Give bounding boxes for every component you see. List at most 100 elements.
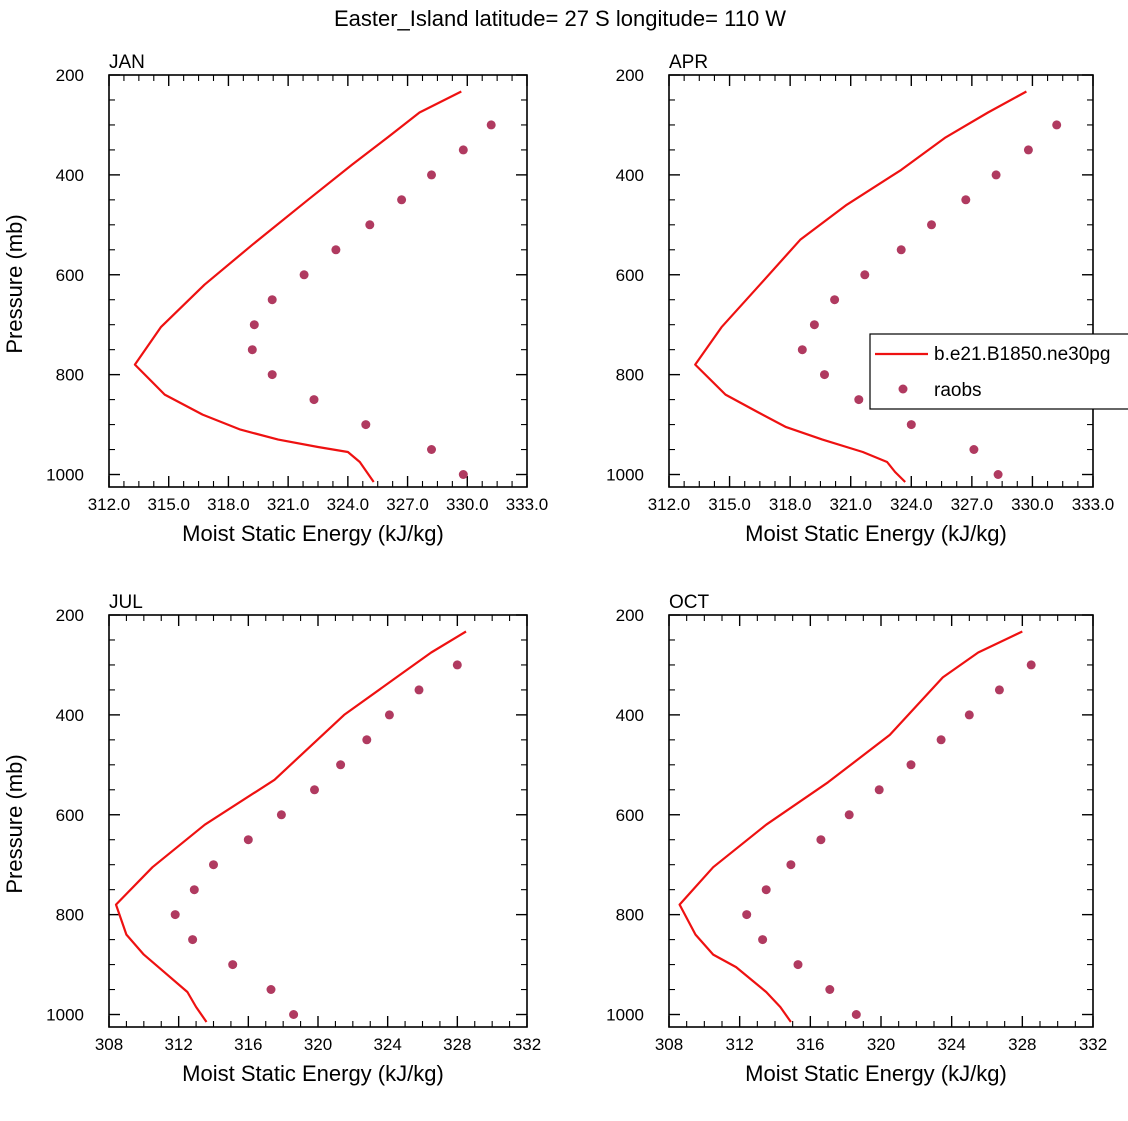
obs-point [310,785,319,795]
y-tick-label: 400 [56,166,84,185]
panel-label: JAN [109,52,145,73]
obs-point [228,960,238,970]
legend-label-model: b.e21.B1850.ne30pg [934,344,1110,365]
obs-point [365,220,375,230]
obs-point [906,420,916,430]
x-tick-label: 321.0 [267,495,310,514]
x-tick-label: 321.0 [829,495,872,514]
obs-point [793,960,803,970]
obs-point [964,710,974,720]
obs-point [936,735,946,745]
x-tick-label: 330.0 [1011,495,1054,514]
x-tick-label: 308 [655,1035,683,1054]
obs-point [188,935,198,945]
obs-point [1052,120,1062,130]
series-line-model [114,630,467,1023]
obs-point [820,370,829,380]
obs-point [276,810,286,820]
x-tick-label: 318.0 [207,495,250,514]
x-axis-title: Moist Static Energy (kJ/kg) [745,1061,1007,1086]
obs-point [844,810,854,820]
obs-point [758,935,768,945]
x-tick-label: 332 [1079,1035,1107,1054]
y-tick-label: 200 [56,66,84,85]
obs-point [384,710,394,720]
x-tick-label: 316 [234,1035,262,1054]
x-tick-label: 328 [443,1035,471,1054]
x-tick-label: 316 [796,1035,824,1054]
y-tick-label: 600 [616,266,644,285]
obs-point [825,985,835,994]
obs-point [786,860,796,870]
x-tick-label: 324 [937,1035,965,1054]
x-axis-title: Moist Static Energy (kJ/kg) [182,521,444,546]
obs-point [397,195,407,205]
plot-frame [108,74,528,488]
obs-point [830,295,840,305]
chart-panel-apr: APR 312.0 315.0 318.0 321.0 324.0 327.0 330.0 33… [606,52,1114,546]
series-line-model [133,90,462,483]
obs-point [452,660,462,670]
plot-frame [668,74,1094,488]
obs-point [797,345,807,355]
obs-point [761,885,771,895]
y-tick-label: 200 [616,606,644,625]
legend-label-obs: raobs [934,380,982,401]
x-axis-title: Moist Static Energy (kJ/kg) [745,521,1007,546]
y-tick-label: 200 [56,606,84,625]
y-tick-label: 600 [56,806,84,825]
obs-point [1023,145,1033,155]
y-tick-label: 600 [616,806,644,825]
y-tick-label: 800 [56,366,84,385]
chart-panel-jan: JAN 312.0 315.0 318.0 321.0 324.0 327.0 330.0 33… [2,52,548,546]
obs-point [299,270,309,280]
y-tick-label: 200 [616,66,644,85]
obs-point [1026,660,1036,670]
y-tick-label: 400 [616,706,644,725]
obs-point [309,395,319,405]
x-axis-title: Moist Static Energy (kJ/kg) [182,1061,444,1086]
obs-point [906,760,916,770]
obs-point [860,270,870,280]
obs-point [362,735,372,745]
y-axis-title: Pressure (mb) [2,214,27,353]
obs-point [874,785,884,795]
y-axis-title: Pressure (mb) [2,754,27,893]
obs-point [247,345,257,355]
obs-point [993,470,1003,479]
plot-frame [108,614,528,1028]
panel-label: JUL [109,592,143,613]
x-tick-label: 315.0 [147,495,190,514]
x-tick-label: 324.0 [890,495,933,514]
obs-point [189,885,199,895]
obs-point [249,320,259,330]
x-tick-label: 320 [304,1035,332,1054]
y-tick-label: 800 [56,906,84,925]
x-tick-label: 330.0 [446,495,489,514]
y-tick-label: 800 [616,906,644,925]
chart-panels: JAN 312.0 315.0 318.0 321.0 324.0 327.0 330.0 33… [2,52,1114,1086]
obs-point [458,470,468,479]
x-tick-label: 333.0 [1072,495,1115,514]
x-tick-label: 332 [513,1035,541,1054]
y-tick-label: 800 [616,366,644,385]
obs-point [969,445,979,454]
obs-point [427,445,436,454]
obs-point [361,420,371,430]
obs-point [816,835,826,845]
x-tick-label: 312 [164,1035,192,1054]
obs-point [994,685,1004,695]
series-line-model [694,90,1027,483]
obs-point [289,1010,299,1019]
x-tick-label: 312.0 [88,495,131,514]
obs-point [267,370,277,380]
legend-marker-swatch [898,384,908,394]
x-tick-label: 312.0 [648,495,691,514]
legend-box [869,333,1128,410]
chart-panel-oct: OCT 308 312 316 320 324 328 332 200 400 600 800 1000… [606,592,1107,1086]
obs-point [896,245,906,255]
y-tick-label: 1000 [46,1006,84,1025]
series-line-model [678,630,1023,1023]
obs-point [427,170,436,180]
